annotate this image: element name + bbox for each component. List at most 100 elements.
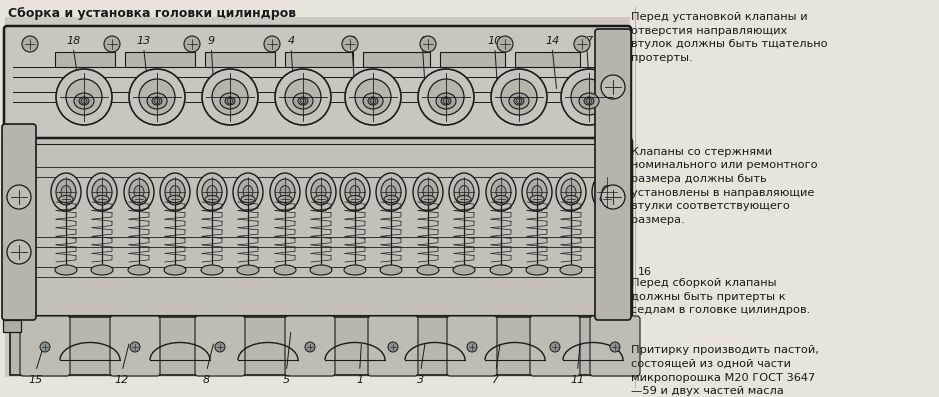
Circle shape xyxy=(345,69,401,125)
Ellipse shape xyxy=(584,97,594,105)
Circle shape xyxy=(66,79,102,115)
Ellipse shape xyxy=(160,173,190,211)
Circle shape xyxy=(130,342,140,352)
Circle shape xyxy=(104,36,120,52)
Ellipse shape xyxy=(311,179,331,205)
Ellipse shape xyxy=(164,265,186,275)
Ellipse shape xyxy=(381,179,401,205)
Ellipse shape xyxy=(350,185,360,198)
Circle shape xyxy=(586,98,592,104)
Text: 10: 10 xyxy=(487,36,502,46)
Circle shape xyxy=(610,342,620,352)
FancyBboxPatch shape xyxy=(20,316,70,376)
Ellipse shape xyxy=(129,179,149,205)
Ellipse shape xyxy=(441,97,451,105)
Bar xyxy=(205,52,275,67)
Ellipse shape xyxy=(316,185,326,198)
Text: 9: 9 xyxy=(208,36,215,46)
Ellipse shape xyxy=(51,173,81,211)
Bar xyxy=(125,52,195,67)
Circle shape xyxy=(491,69,547,125)
Bar xyxy=(440,52,505,67)
Text: 16: 16 xyxy=(627,267,652,277)
Ellipse shape xyxy=(530,195,544,202)
Ellipse shape xyxy=(310,265,332,275)
Ellipse shape xyxy=(56,179,76,205)
Ellipse shape xyxy=(348,195,362,202)
Circle shape xyxy=(561,69,617,125)
Ellipse shape xyxy=(532,185,542,198)
Text: 13: 13 xyxy=(136,36,151,46)
Ellipse shape xyxy=(494,195,508,202)
Ellipse shape xyxy=(201,265,223,275)
Circle shape xyxy=(300,98,306,104)
Circle shape xyxy=(154,98,160,104)
Circle shape xyxy=(550,342,560,352)
Ellipse shape xyxy=(421,195,435,202)
Ellipse shape xyxy=(368,97,378,105)
Ellipse shape xyxy=(386,185,396,198)
Circle shape xyxy=(428,79,464,115)
Circle shape xyxy=(443,98,449,104)
Circle shape xyxy=(467,342,477,352)
Ellipse shape xyxy=(491,179,511,205)
Ellipse shape xyxy=(165,179,185,205)
Bar xyxy=(55,52,115,67)
Circle shape xyxy=(285,79,321,115)
Ellipse shape xyxy=(220,93,240,109)
Ellipse shape xyxy=(74,93,94,109)
Ellipse shape xyxy=(306,173,336,211)
Circle shape xyxy=(129,69,185,125)
Circle shape xyxy=(212,79,248,115)
Ellipse shape xyxy=(600,195,614,202)
Circle shape xyxy=(574,36,590,52)
Ellipse shape xyxy=(340,173,370,211)
Circle shape xyxy=(388,342,398,352)
Ellipse shape xyxy=(202,179,222,205)
Circle shape xyxy=(516,98,522,104)
Ellipse shape xyxy=(168,195,182,202)
Text: 5: 5 xyxy=(283,375,290,385)
Ellipse shape xyxy=(344,265,366,275)
Ellipse shape xyxy=(526,265,548,275)
Ellipse shape xyxy=(95,195,109,202)
Text: 3: 3 xyxy=(417,375,424,385)
Text: Клапаны со стержнями
номинального или ремонтного
размера должны быть
установлены: Клапаны со стержнями номинального или ре… xyxy=(631,147,818,225)
Ellipse shape xyxy=(124,173,154,211)
Ellipse shape xyxy=(449,173,479,211)
Ellipse shape xyxy=(207,185,217,198)
Text: Притирку производить пастой,
состоящей из одной части
микропорошка М20 ГОСТ 3647: Притирку производить пастой, состоящей и… xyxy=(631,345,819,396)
Ellipse shape xyxy=(459,185,469,198)
Ellipse shape xyxy=(522,173,552,211)
Ellipse shape xyxy=(556,173,586,211)
Ellipse shape xyxy=(128,265,150,275)
Ellipse shape xyxy=(490,265,512,275)
Ellipse shape xyxy=(592,173,622,211)
Text: 4: 4 xyxy=(287,36,295,46)
Ellipse shape xyxy=(486,173,516,211)
Text: 17: 17 xyxy=(579,36,594,46)
Ellipse shape xyxy=(560,265,582,275)
Ellipse shape xyxy=(170,185,180,198)
Ellipse shape xyxy=(514,97,524,105)
Ellipse shape xyxy=(274,265,296,275)
Text: 6: 6 xyxy=(419,36,426,46)
Circle shape xyxy=(56,69,112,125)
Ellipse shape xyxy=(454,179,474,205)
Ellipse shape xyxy=(298,97,308,105)
Ellipse shape xyxy=(417,265,439,275)
Text: 8: 8 xyxy=(203,375,210,385)
Ellipse shape xyxy=(147,93,167,109)
Circle shape xyxy=(420,36,436,52)
Ellipse shape xyxy=(87,173,117,211)
Ellipse shape xyxy=(134,185,144,198)
Circle shape xyxy=(227,98,233,104)
Ellipse shape xyxy=(132,195,146,202)
Ellipse shape xyxy=(79,97,89,105)
FancyBboxPatch shape xyxy=(3,138,632,321)
FancyBboxPatch shape xyxy=(110,316,160,376)
Circle shape xyxy=(497,36,513,52)
Bar xyxy=(515,52,580,67)
Ellipse shape xyxy=(566,185,576,198)
Ellipse shape xyxy=(509,93,529,109)
